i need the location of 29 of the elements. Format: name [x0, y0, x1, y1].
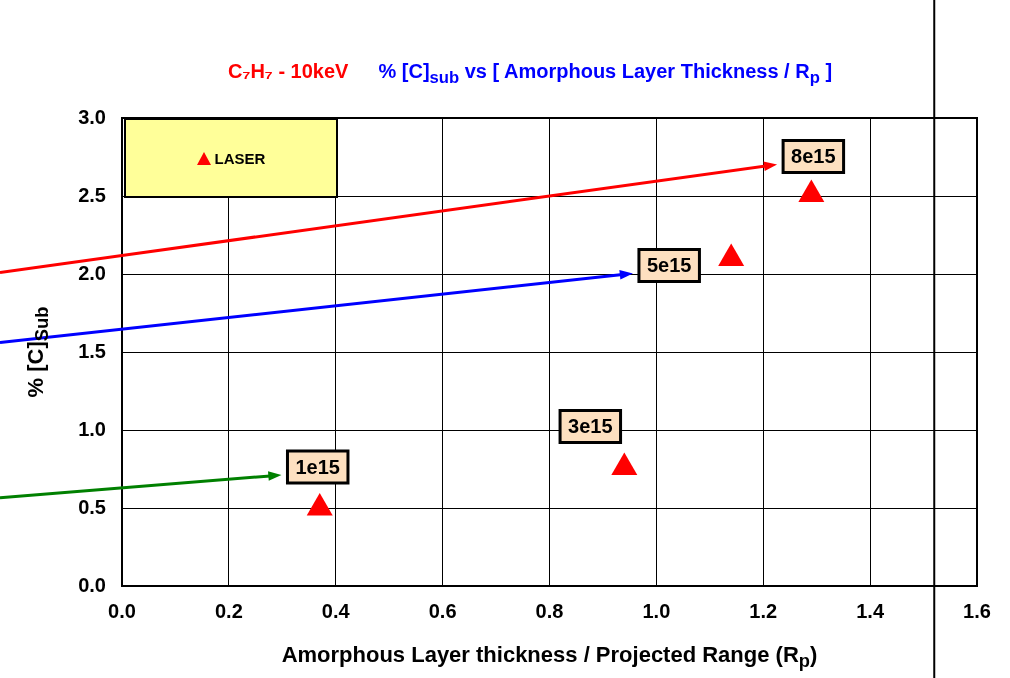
annotation: 8e15 [791, 144, 836, 167]
annotation: 5e15 [646, 253, 692, 276]
y-tick-label: 3.0 [78, 105, 106, 128]
x-tick-label: 0.4 [321, 599, 351, 622]
x-tick-label: 1.6 [963, 599, 991, 622]
x-tick-label: 0.2 [214, 599, 243, 622]
point [718, 243, 745, 266]
y-tick-label: 1.0 [78, 417, 106, 440]
y-tick-label: 1.5 [78, 339, 106, 362]
point [611, 452, 638, 475]
x-tick-label: 1.0 [642, 599, 671, 622]
x-tick-label: 1.4 [856, 599, 885, 622]
chart-subtitle: % [C]$_{sub}$ vs [ Amorphous Layer Thickness / R$_{p}$ ] [378, 60, 833, 88]
point [306, 493, 333, 516]
x-axis-title: Amorphous Layer thickness / Projected Range (R$_{p}$) [280, 642, 819, 673]
point [798, 179, 825, 202]
chart-title: C₇H₇ - 10keV [227, 60, 349, 84]
x-tick-label: 1.2 [749, 599, 778, 622]
x-tick-label: 0.6 [428, 599, 457, 622]
y-tick-label: 0.5 [78, 495, 106, 518]
x-tick-label: 0.0 [108, 599, 136, 622]
annotation: 3e15 [568, 414, 613, 437]
y-tick-label: 0.0 [78, 573, 106, 596]
legend-label: LASER [214, 149, 266, 167]
x-tick-label: 0.8 [535, 599, 564, 622]
annotation: 1e15 [295, 455, 340, 478]
legend-box: LASER [124, 118, 338, 198]
y-tick-label: 2.5 [78, 183, 106, 206]
y-tick-label: 2.0 [78, 261, 106, 284]
